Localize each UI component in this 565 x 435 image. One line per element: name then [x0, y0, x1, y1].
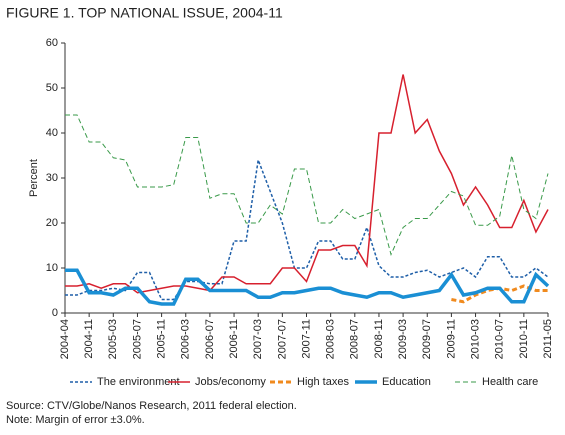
x-tick-label: 2006-03 [180, 319, 192, 359]
x-tick-label: 2006-07 [204, 319, 216, 359]
x-tick-label: 2009-07 [421, 319, 433, 359]
legend-label: Education [382, 376, 431, 388]
x-tick-label: 2004-11 [83, 319, 95, 359]
x-tick-label: 2004-04 [59, 319, 71, 359]
x-tick-label: 2006-11 [228, 319, 240, 359]
y-tick-label: 60 [46, 37, 58, 49]
legend-label: High taxes [297, 376, 349, 388]
y-tick-label: 50 [46, 82, 58, 94]
y-tick-label: 40 [46, 127, 58, 139]
x-tick-label: 2008-03 [325, 319, 337, 359]
x-tick-label: 2007-11 [300, 319, 312, 359]
x-tick-label: 2007-03 [252, 319, 264, 359]
legend-label: The environment [97, 376, 180, 388]
y-tick-label: 30 [46, 172, 58, 184]
y-tick-label: 20 [46, 217, 58, 229]
legend-label: Health care [482, 376, 538, 388]
series-line [65, 74, 549, 294]
series-line [65, 157, 549, 301]
x-tick-label: 2005-11 [156, 319, 168, 359]
note: Note: Margin of error ±3.0%. [6, 414, 145, 426]
series-line [65, 114, 549, 256]
y-tick-label: 0 [52, 307, 58, 319]
x-tick-label: 2008-07 [349, 319, 361, 359]
x-tick-label: 2009-03 [397, 319, 409, 359]
x-tick-label: 2010-11 [518, 319, 530, 359]
chart-title: FIGURE 1. TOP NATIONAL ISSUE, 2004-11 [6, 5, 283, 21]
x-tick-label: 2008-11 [373, 319, 385, 359]
x-tick-label: 2005-03 [107, 319, 119, 359]
x-tick-label: 2009-11 [445, 319, 457, 359]
series-line [65, 268, 550, 306]
x-tick-label: 2005-07 [131, 319, 143, 359]
x-tick-label: 2011-05 [542, 319, 554, 359]
legend-label: Jobs/economy [195, 376, 266, 388]
y-tick-label: 10 [46, 262, 58, 274]
x-tick-label: 2010-07 [494, 319, 506, 359]
y-axis-label: Percent [28, 159, 40, 197]
x-tick-label: 2010-03 [469, 319, 481, 359]
source: Source: CTV/Globe/Nanos Research, 2011 f… [6, 400, 297, 412]
x-tick-label: 2007-07 [276, 319, 288, 359]
